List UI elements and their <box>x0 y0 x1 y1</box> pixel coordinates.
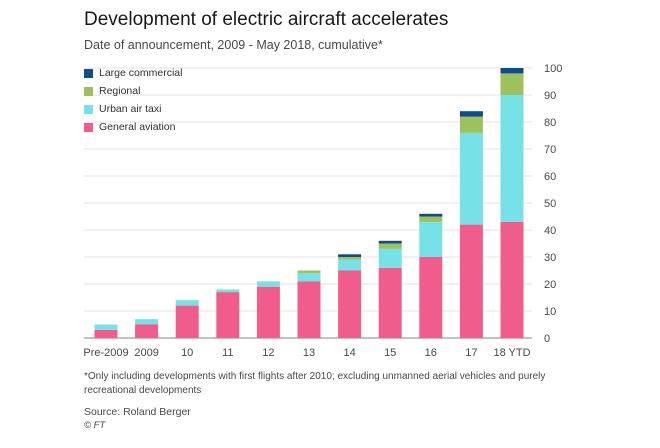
bar-segment-urban-air-taxi <box>378 248 402 268</box>
bar-segment-regional <box>338 257 362 260</box>
y-tick-label: 10 <box>544 306 556 318</box>
bar-segment-regional <box>459 116 483 133</box>
x-tick-label: 14 <box>343 347 355 359</box>
bar-segment-regional <box>419 216 443 222</box>
chart-subtitle: Date of announcement, 2009 - May 2018, c… <box>84 38 383 52</box>
bar-segment-general-aviation <box>338 270 362 338</box>
bar-segment-regional <box>297 270 321 274</box>
copyright-note: © FT <box>84 420 106 431</box>
legend-item: Regional <box>84 82 182 100</box>
legend-swatch <box>84 122 93 132</box>
legend-item: Urban air taxi <box>84 100 182 118</box>
bar-segment-general-aviation <box>175 305 199 338</box>
bar-segment-large-commercial <box>419 213 443 217</box>
bar-segment-urban-air-taxi <box>338 259 362 271</box>
y-tick-label: 70 <box>544 144 556 156</box>
legend-swatch <box>84 68 93 78</box>
bar-segment-regional <box>378 243 402 249</box>
bar-segment-large-commercial <box>338 254 362 257</box>
legend-label: Regional <box>99 85 141 97</box>
footnote: *Only including developments with first … <box>84 371 546 396</box>
bar-segment-urban-air-taxi <box>94 324 118 330</box>
bar-segment-large-commercial <box>500 68 524 74</box>
bar-segment-urban-air-taxi <box>500 95 524 222</box>
y-tick-label: 30 <box>544 252 556 264</box>
source-note: Source: Roland Berger <box>84 406 191 418</box>
bar-segment-general-aviation <box>378 267 402 338</box>
x-tick-label: 18 YTD <box>493 347 530 359</box>
chart-title: Development of electric aircraft acceler… <box>84 9 449 30</box>
legend-swatch <box>84 104 93 114</box>
legend-label: Large commercial <box>99 67 183 79</box>
bar-segment-urban-air-taxi <box>135 319 159 325</box>
x-tick-label: 12 <box>262 347 274 359</box>
y-tick-label: 80 <box>544 117 556 129</box>
bar-segment-general-aviation <box>256 286 280 338</box>
legend-item: Large commercial <box>84 64 182 82</box>
bar-segment-general-aviation <box>216 292 240 338</box>
x-tick-label: 13 <box>303 347 315 359</box>
x-tick-label: 16 <box>425 347 437 359</box>
bar-segment-urban-air-taxi <box>175 300 199 306</box>
y-tick-label: 60 <box>544 171 556 183</box>
bar-segment-urban-air-taxi <box>256 281 280 287</box>
x-tick-label: 11 <box>222 347 233 359</box>
bar-segment-urban-air-taxi <box>297 273 321 282</box>
legend-label: General aviation <box>99 121 176 133</box>
y-tick-label: 20 <box>544 279 556 291</box>
bar-segment-general-aviation <box>500 221 524 338</box>
y-tick-label: 0 <box>544 333 550 345</box>
bar-segment-general-aviation <box>419 257 443 338</box>
y-tick-label: 50 <box>544 198 556 210</box>
bar-segment-large-commercial <box>378 240 402 244</box>
x-tick-label: 10 <box>181 347 193 359</box>
x-tick-label: 2009 <box>134 347 158 359</box>
y-tick-label: 40 <box>544 225 556 237</box>
x-tick-label: 17 <box>465 347 477 359</box>
bar-segment-general-aviation <box>459 224 483 338</box>
legend-swatch <box>84 86 93 96</box>
x-tick-label: 15 <box>384 347 396 359</box>
bar-segment-general-aviation <box>297 281 321 338</box>
y-tick-label: 100 <box>544 63 562 75</box>
bar-segment-regional <box>500 73 524 95</box>
chart-legend: Large commercial Regional Urban air taxi Ge… <box>84 64 182 136</box>
legend-label: Urban air taxi <box>99 103 162 115</box>
bar-segment-urban-air-taxi <box>419 221 443 257</box>
legend-item: General aviation <box>84 118 182 136</box>
bar-segment-general-aviation <box>94 329 118 338</box>
y-tick-label: 90 <box>544 90 556 102</box>
bar-segment-large-commercial <box>459 111 483 117</box>
bar-segment-urban-air-taxi <box>459 132 483 225</box>
bar-segment-urban-air-taxi <box>216 289 240 293</box>
x-tick-label: Pre-2009 <box>83 347 128 359</box>
bar-segment-general-aviation <box>135 324 159 338</box>
